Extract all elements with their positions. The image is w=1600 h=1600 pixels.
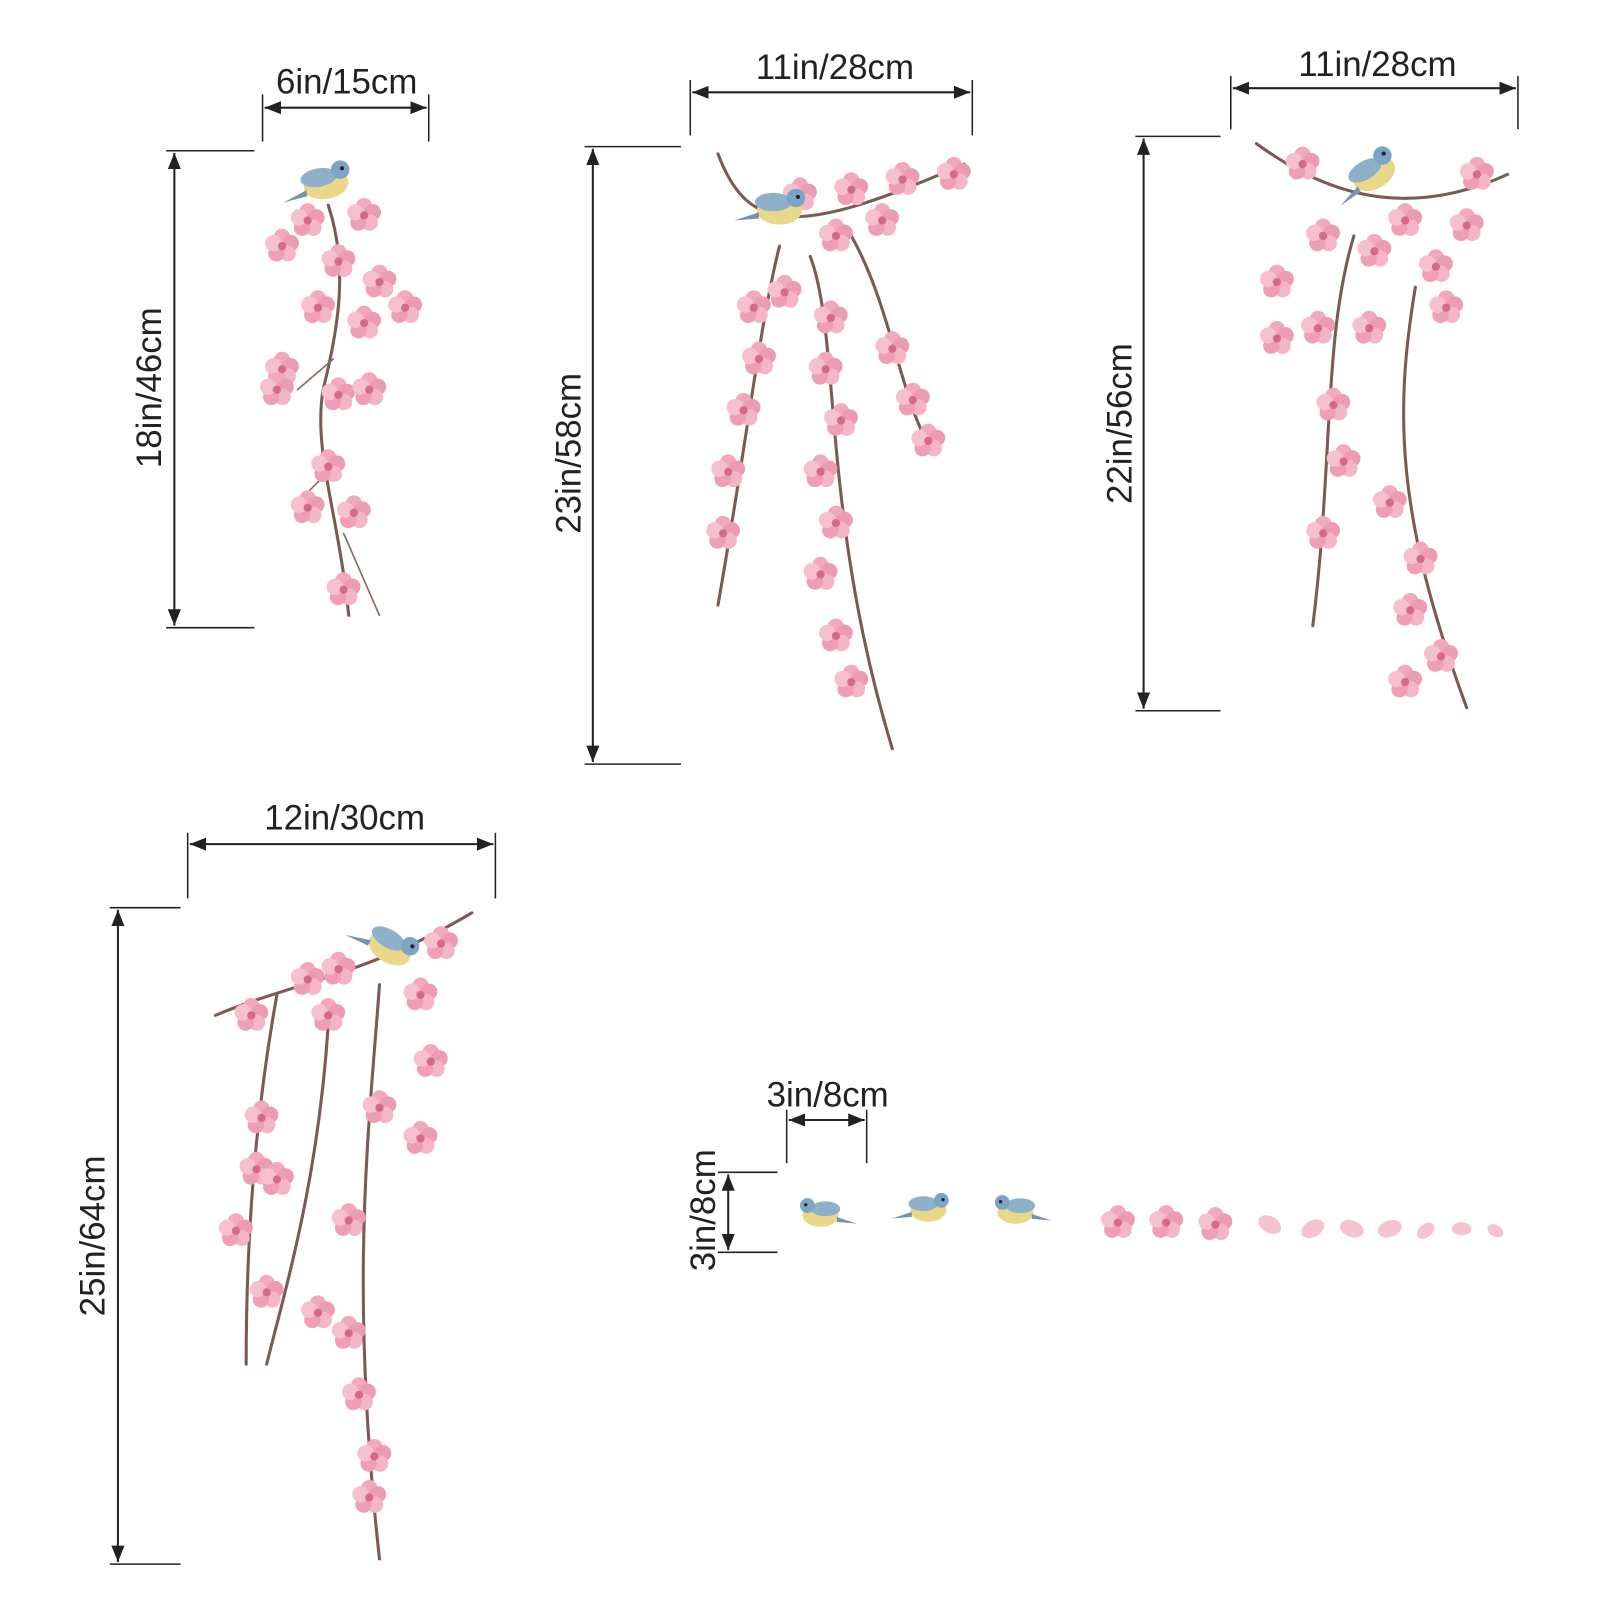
bird [892,1193,949,1222]
decal-3: 11in/28cm 22in/56cm [1100,45,1519,712]
decal-4: 12in/30cm 25in/64cm [74,799,497,1565]
blossom [1149,1205,1184,1238]
petal [1298,1215,1328,1242]
bird [734,188,806,225]
height-label: 25in/64cm [74,1155,113,1316]
width-label: 11in/28cm [1298,45,1456,84]
petal [1451,1222,1472,1236]
petal [1413,1219,1438,1243]
petal [1337,1216,1367,1241]
petal [1485,1221,1506,1241]
small-stickers: 3in/8cm 3in/8cm [684,1076,1506,1271]
bird [800,1198,857,1227]
bird [277,158,354,207]
width-label: 11in/28cm [756,48,914,87]
decal-1: 6in/15cm 18in/46cm [130,62,430,629]
bird [994,1195,1052,1224]
height-label: 3in/8cm [684,1149,723,1271]
height-label: 22in/56cm [1100,343,1139,504]
petal [1254,1211,1285,1238]
bird [343,907,423,974]
blossoms [260,197,423,606]
blossom [1101,1205,1135,1238]
blossoms [1260,146,1494,698]
height-label: 23in/58cm [550,373,589,534]
blossom [1198,1207,1233,1240]
petal [1375,1216,1405,1241]
decal-2: 11in/28cm 23in/58cm [550,48,974,765]
blossoms [218,926,458,1513]
height-label: 18in/46cm [130,307,169,468]
width-label: 12in/30cm [264,799,425,838]
width-label: 6in/15cm [276,62,417,101]
width-label: 3in/8cm [767,1076,889,1115]
